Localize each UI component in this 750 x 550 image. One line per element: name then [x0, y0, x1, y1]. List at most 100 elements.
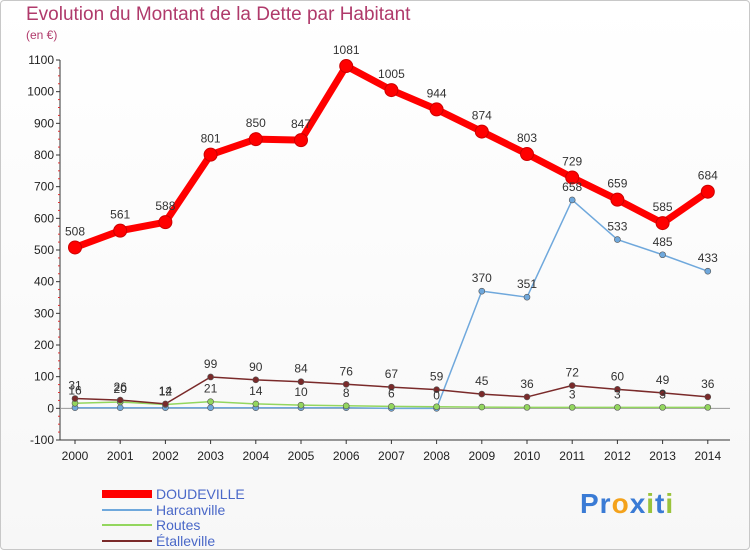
data-label: 21	[204, 382, 218, 396]
legend-label: Routes	[156, 516, 201, 533]
x-tick-label: 2004	[242, 449, 269, 463]
data-point	[614, 236, 621, 243]
data-label: 3	[614, 387, 621, 401]
data-point	[342, 380, 350, 388]
data-label: 561	[110, 208, 130, 222]
data-label: 803	[517, 131, 537, 145]
data-label: 485	[653, 235, 673, 249]
data-point	[478, 403, 486, 411]
legend-swatch	[102, 523, 152, 526]
data-label: 847	[291, 117, 311, 131]
data-label: 585	[653, 200, 673, 214]
data-point	[384, 83, 399, 98]
x-tick-label: 2012	[604, 449, 631, 463]
data-point	[252, 400, 260, 408]
data-point	[565, 170, 580, 185]
data-label: 16	[68, 383, 82, 397]
y-tick-label: 1000	[27, 85, 54, 99]
data-point	[478, 390, 486, 398]
data-label: 351	[517, 277, 537, 291]
data-label: 84	[294, 362, 308, 376]
data-point	[116, 404, 124, 412]
x-tick-label: 2005	[288, 449, 315, 463]
data-point	[388, 383, 395, 391]
data-label: 850	[246, 116, 266, 130]
logo-letter: t	[655, 488, 666, 519]
data-label: 49	[656, 373, 670, 387]
legend-swatch	[102, 489, 152, 498]
x-tick-label: 2001	[107, 449, 134, 463]
y-tick-label: 100	[34, 370, 54, 384]
x-tick-label: 2010	[514, 449, 541, 463]
data-label: 14	[159, 384, 173, 398]
data-point	[659, 389, 666, 397]
data-label: 14	[249, 384, 263, 398]
data-point	[158, 215, 173, 230]
data-point	[478, 287, 486, 295]
data-point	[659, 404, 666, 411]
data-label: 6	[388, 386, 395, 400]
data-point	[655, 216, 670, 231]
data-point	[523, 404, 531, 411]
data-point	[207, 398, 214, 405]
data-point	[523, 393, 531, 401]
data-point	[704, 393, 712, 401]
x-tick-label: 2014	[694, 449, 721, 463]
data-label: 72	[566, 366, 580, 380]
data-label: 0	[433, 388, 440, 402]
data-point	[162, 400, 169, 408]
legend-item-0: DOUDEVILLE	[102, 485, 245, 502]
logo-letter: i	[646, 488, 656, 519]
legend-label: Harcanville	[156, 501, 226, 518]
data-label: 3	[659, 387, 666, 401]
data-label: 658	[562, 180, 582, 194]
data-label: 20	[114, 382, 128, 396]
data-label: 1081	[333, 43, 360, 57]
data-label: 729	[562, 154, 582, 168]
x-tick-label: 2000	[62, 449, 89, 463]
data-point	[203, 147, 218, 162]
data-label: 874	[472, 109, 492, 123]
data-point	[297, 401, 305, 409]
data-label: 45	[475, 374, 489, 388]
x-tick-label: 2011	[559, 449, 585, 463]
data-point	[207, 373, 214, 381]
data-point	[568, 382, 576, 389]
data-label: 684	[698, 169, 718, 183]
legend-item-3: Étalleville	[102, 533, 215, 549]
y-tick-label: 0	[47, 401, 54, 415]
y-tick-label: 200	[34, 338, 54, 352]
data-label: 508	[65, 224, 85, 238]
chart-title: Evolution du Montant de la Dette par Hab…	[26, 4, 411, 25]
data-label: 370	[472, 271, 492, 285]
data-label: 533	[607, 220, 627, 234]
data-label: 26	[114, 380, 128, 394]
y-tick-label: 800	[34, 148, 54, 162]
data-point	[207, 404, 214, 412]
data-label: 76	[340, 364, 354, 378]
data-point	[388, 403, 395, 410]
legend-swatch	[102, 539, 152, 542]
data-point	[523, 293, 531, 301]
data-label: 3	[569, 387, 576, 401]
data-point	[297, 378, 305, 386]
data-point	[614, 386, 621, 393]
proxiti-logo: Proxiti	[580, 488, 674, 520]
data-point	[474, 124, 489, 139]
legend-label: DOUDEVILLE	[156, 485, 245, 502]
x-tick-label: 2007	[378, 449, 405, 463]
data-point	[433, 386, 440, 393]
logo-letter: Pr	[580, 488, 612, 519]
data-label: 31	[68, 379, 82, 393]
data-label: 10	[294, 385, 308, 399]
data-label: 8	[343, 386, 350, 400]
data-label: 801	[201, 132, 221, 146]
data-point	[433, 403, 440, 411]
data-label: 1005	[378, 67, 405, 81]
data-point	[252, 376, 260, 384]
y-tick-label: 1100	[28, 53, 54, 67]
data-point	[68, 240, 82, 255]
data-label: 944	[427, 86, 447, 100]
data-point	[116, 396, 124, 404]
